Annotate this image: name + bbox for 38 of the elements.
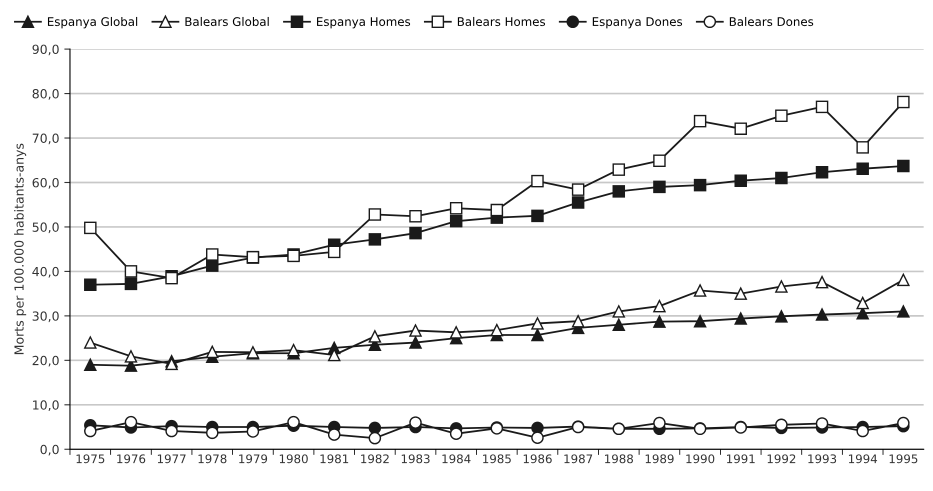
x-tick-label: 1978 — [198, 454, 226, 464]
x-tick-label: 1982 — [361, 454, 389, 464]
legend-label: Balears Global — [185, 16, 269, 26]
x-tick-label: 1994 — [848, 454, 878, 464]
x-tick-label: 1980 — [280, 454, 308, 464]
x-tick-label: 1989 — [646, 454, 674, 464]
y-tick-label: 40,0 — [32, 266, 59, 278]
x-tick-label: 1993 — [808, 454, 836, 464]
x-tick-label: 1995 — [890, 454, 918, 464]
legend-label: Espanya Homes — [317, 17, 410, 28]
x-tick-label: 1979 — [239, 454, 268, 464]
legend-label: Espanya Dones — [592, 17, 682, 28]
x-tick-label: 1976 — [117, 454, 146, 464]
y-tick-label: 0,0 — [40, 444, 59, 456]
y-axis-title: Morts per 100.000 habitants-anys — [14, 144, 26, 354]
y-tick-label: 20,0 — [32, 356, 59, 367]
x-tick-label: 1975 — [76, 454, 104, 464]
legend-label: Balears Dones — [730, 16, 814, 26]
x-tick-label: 1977 — [158, 454, 186, 464]
y-tick-label: 70,0 — [32, 133, 59, 144]
y-tick-label: 80,0 — [32, 89, 59, 100]
y-tick-label: 30,0 — [32, 311, 59, 322]
legend-label: Espanya Global — [48, 16, 138, 28]
x-tick-label: 1987 — [564, 454, 592, 464]
x-tick-label: 1988 — [605, 454, 633, 464]
y-tick-label: 90,0 — [32, 44, 59, 56]
x-tick-label: 1983 — [402, 454, 430, 464]
y-tick-label: 10,0 — [33, 400, 59, 412]
x-tick-label: 1991 — [727, 454, 755, 464]
x-tick-label: 1985 — [483, 454, 511, 464]
x-tick-label: 1986 — [524, 454, 552, 464]
x-tick-label: 1981 — [320, 454, 348, 464]
x-tick-label: 1990 — [686, 454, 714, 464]
x-tick-label: 1984 — [442, 454, 471, 464]
y-tick-label: 50,0 — [32, 222, 59, 234]
y-tick-label: 60,0 — [32, 178, 59, 189]
legend-label: Balears Homes — [458, 16, 546, 26]
x-tick-label: 1992 — [768, 454, 796, 464]
